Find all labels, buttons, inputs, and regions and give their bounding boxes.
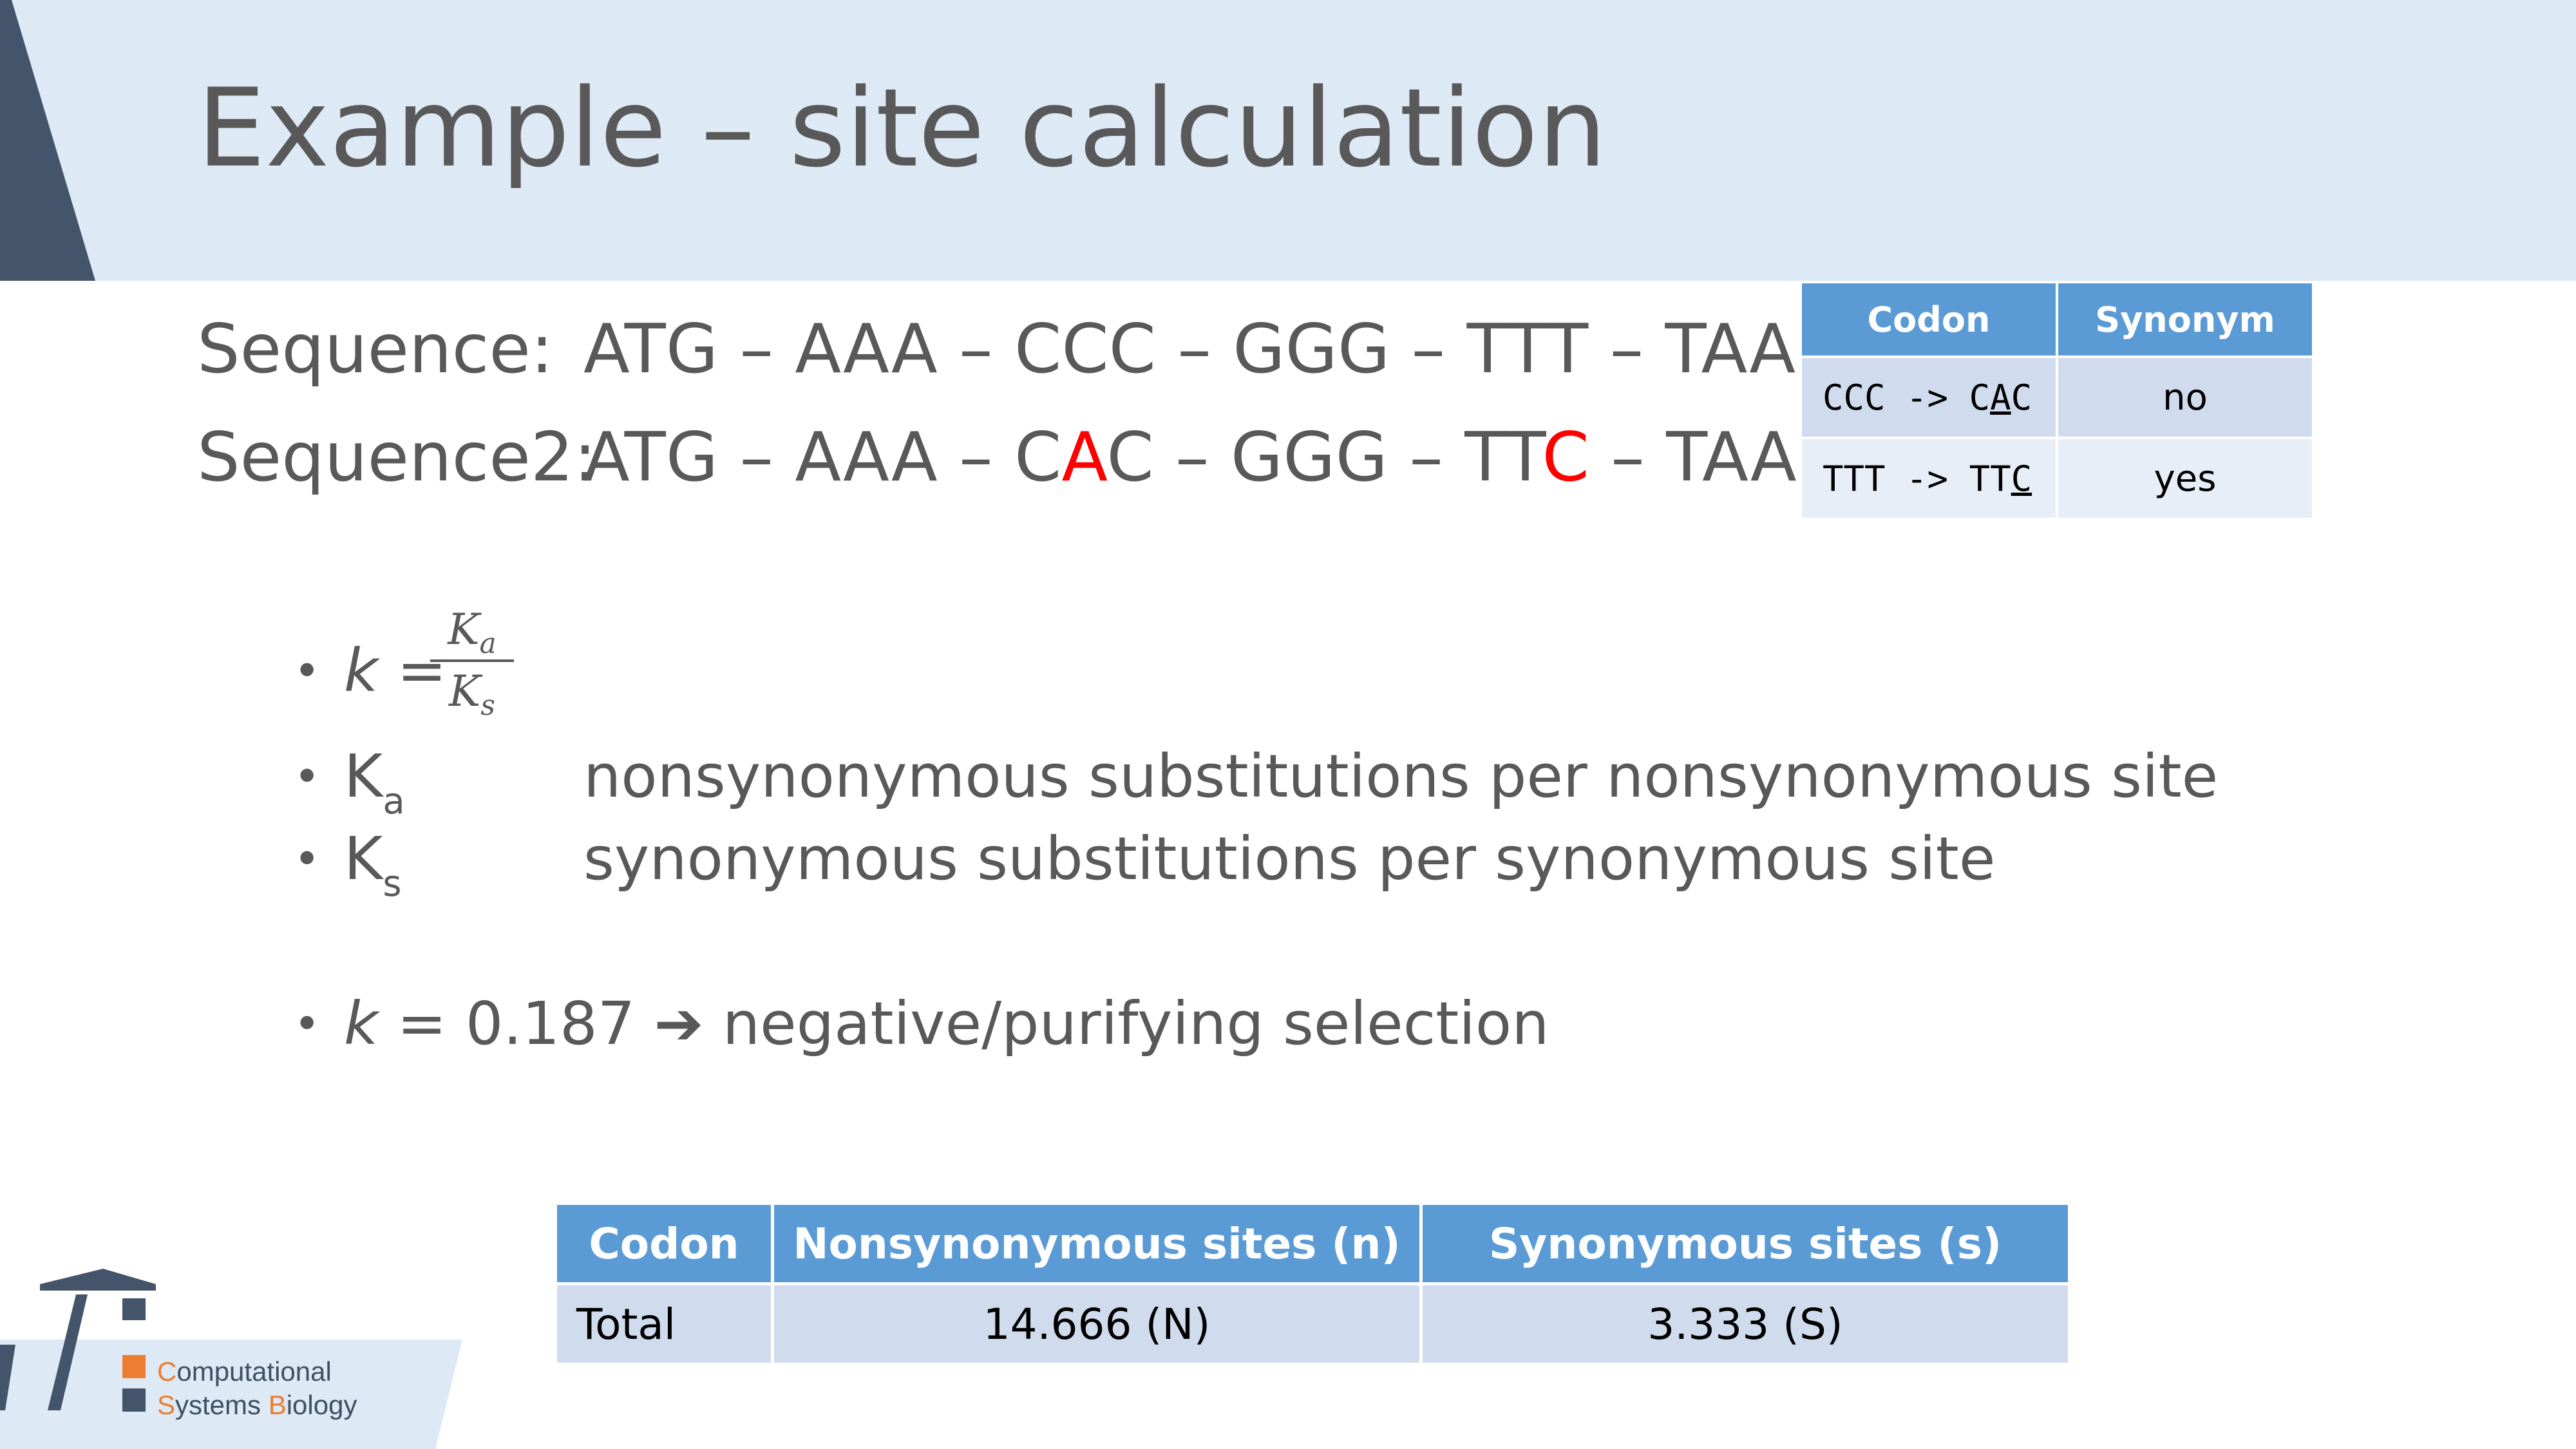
sequence-part: – TAA [1589, 418, 1797, 497]
ka-ks-fraction: Ka Ks [430, 604, 514, 722]
logo-accent-letter: C [157, 1356, 177, 1387]
synonym-cell: no [2056, 355, 2315, 439]
changed-base: A [1990, 377, 2011, 418]
table-header-row: Codon Nonsynonymous sites (n) Synonymous… [554, 1202, 2071, 1285]
logo-line-1: Computational [157, 1355, 357, 1388]
sequence-value: ATG – AAA – CAC – GGG – TTC – TAA [583, 424, 1797, 491]
k-value: = 0.187 [378, 989, 654, 1058]
ka-term: Ka [344, 747, 405, 820]
arrow-icon: ➔ [654, 989, 704, 1058]
nonsynonymous-total-cell: 14.666 (N) [771, 1282, 1423, 1366]
changed-base: C [2011, 458, 2032, 499]
denominator-sub: s [480, 689, 495, 722]
total-label-cell: Total [554, 1282, 774, 1366]
bullet-dot: • [294, 750, 321, 803]
bullet-dot: • [294, 998, 321, 1050]
logo-line-2: Systems Biology [157, 1388, 357, 1422]
codon-change-cell: TTT -> TTC [1799, 437, 2058, 520]
column-header-synonymous: Synonymous sites (s) [1419, 1202, 2071, 1285]
fraction-bar [430, 659, 514, 662]
bullet-formula: • k = Ka Ks [294, 605, 744, 732]
equals-sign: = [378, 636, 447, 705]
table-header-row: Codon Synonym [1799, 281, 2315, 358]
header-accent-shape [0, 0, 95, 281]
sequence-part: C – GGG – TT [1106, 418, 1542, 497]
ka-subscript: a [383, 781, 405, 822]
codon-text: C [2011, 377, 2032, 418]
ka-main: K [344, 742, 383, 811]
sequence-label: Sequence2: [197, 418, 597, 497]
sequence-label: Sequence: [197, 310, 554, 388]
slide-title: Example – site calculation [197, 65, 1607, 191]
k-variable: k [344, 989, 379, 1058]
fraction-numerator: Ka [430, 604, 514, 660]
bullet-result: • k = 0.187 ➔ negative/purifying selecti… [294, 994, 2226, 1072]
synonymous-total-cell: 3.333 (S) [1419, 1282, 2071, 1366]
synonym-cell: yes [2056, 437, 2315, 520]
table-row: Total 14.666 (N) 3.333 (S) [554, 1282, 2071, 1366]
bullet-dot: • [294, 645, 321, 697]
logo-text-part: omputational [176, 1356, 332, 1387]
ks-main: K [344, 824, 383, 893]
mutated-base: A [1061, 418, 1107, 497]
codon-synonym-table: Codon Synonym CCC -> CAC no TTT -> TTC y… [1799, 281, 2315, 520]
k-variable: k [344, 636, 379, 705]
header-band [0, 0, 2576, 281]
column-header-codon: Codon [554, 1202, 774, 1285]
ks-term: Ks [344, 829, 402, 902]
denominator-main: K [449, 667, 481, 716]
result-text: k = 0.187 ➔ negative/purifying selection [344, 994, 1549, 1054]
column-header-codon: Codon [1799, 281, 2058, 358]
selection-description: negative/purifying selection [703, 989, 1549, 1058]
sequence-value: ATG – AAA – CCC – GGG – TTT – TAA [583, 316, 1795, 383]
numerator-sub: a [479, 627, 497, 660]
bullet-ka: • Ka nonsynonymous substitutions per non… [294, 747, 2226, 824]
mutated-base: C [1542, 418, 1589, 497]
ks-description: synonymous substitutions per synonymous … [583, 824, 1996, 893]
column-header-synonym: Synonym [2056, 281, 2315, 358]
bullet-ks: • Ks synonymous substitutions per synony… [294, 829, 2226, 907]
bullet-dot: • [294, 833, 321, 886]
logo-graphic [0, 1340, 462, 1449]
ks-subscript: s [383, 863, 402, 905]
sequence-part: ATG – AAA – CCC – GGG – TTT – TAA [583, 310, 1796, 388]
table-row: TTT -> TTC yes [1799, 437, 2315, 520]
fraction-denominator: Ks [430, 666, 514, 722]
sites-table: Codon Nonsynonymous sites (n) Synonymous… [554, 1202, 2071, 1366]
logo-mark [0, 1269, 156, 1412]
ka-description: nonsynonymous substitutions per nonsynon… [583, 742, 2219, 811]
logo-text-part: iology [286, 1390, 357, 1420]
sequence-part: ATG – AAA – C [583, 418, 1062, 497]
logo-text-part: ystems [175, 1390, 269, 1420]
codon-text: TTT -> TT [1823, 458, 2011, 499]
logo-text: Computational Systems Biology [157, 1355, 357, 1422]
codon-text: CCC -> C [1823, 377, 1991, 418]
table-row: CCC -> CAC no [1799, 355, 2315, 439]
logo-accent-letter: S [157, 1390, 176, 1420]
column-header-nonsynonymous: Nonsynonymous sites (n) [771, 1202, 1423, 1285]
formula-text: k = [344, 641, 447, 701]
codon-change-cell: CCC -> CAC [1799, 355, 2058, 439]
numerator-main: K [448, 605, 480, 654]
logo-accent-letter: B [268, 1390, 287, 1420]
